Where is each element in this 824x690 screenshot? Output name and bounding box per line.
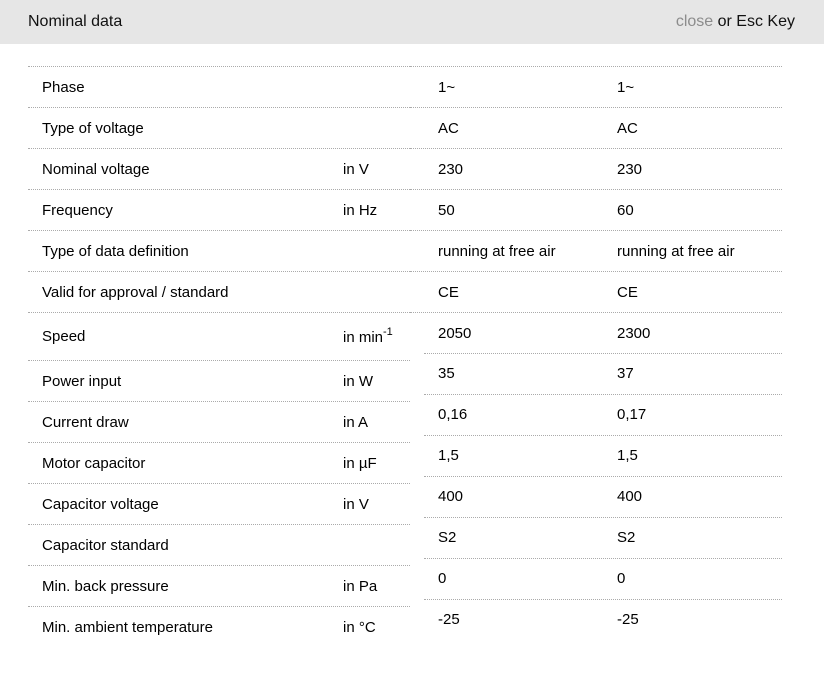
row-label: Current draw xyxy=(42,413,129,431)
modal-header: Nominal data close or Esc Key xyxy=(0,0,824,44)
row-value-2: 2300 xyxy=(617,324,651,342)
table-row: Type of data definition xyxy=(28,230,410,271)
row-value-2: 1~ xyxy=(617,78,635,96)
row-value-1: AC xyxy=(438,119,459,137)
row-label: Power input xyxy=(42,372,122,390)
row-value-2: -25 xyxy=(617,611,639,628)
row-label: Min. ambient temperature xyxy=(42,618,213,636)
row-unit: in µF xyxy=(343,454,377,472)
table-row: 35 37 xyxy=(410,353,782,394)
label-unit-column: Phase Type of voltage Nominal voltage in V F… xyxy=(28,66,410,647)
table-row: CE CE xyxy=(410,271,782,312)
table-row: 50 60 xyxy=(410,189,782,230)
row-value-1: 1,5 xyxy=(438,447,459,464)
row-unit: in Pa xyxy=(343,577,378,595)
row-label: Min. back pressure xyxy=(42,577,169,595)
row-value-1: CE xyxy=(438,283,459,301)
row-unit: in A xyxy=(343,413,369,431)
row-value-2: S2 xyxy=(617,529,636,546)
table-row: 400 400 xyxy=(410,476,782,517)
row-value-2: 37 xyxy=(617,365,634,382)
page-title: Nominal data xyxy=(28,13,123,30)
row-value-2: running at free air xyxy=(617,242,735,260)
row-unit: in W xyxy=(343,372,373,390)
table-row: Nominal voltage in V xyxy=(28,148,410,189)
row-unit: in Hz xyxy=(343,201,378,219)
row-label: Capacitor voltage xyxy=(42,495,159,513)
row-value-1: running at free air xyxy=(438,242,556,260)
row-unit: in °C xyxy=(343,618,376,636)
row-label: Type of voltage xyxy=(42,119,144,137)
row-label: Nominal voltage xyxy=(42,160,150,178)
table-row: Motor capacitor in µF xyxy=(28,442,410,483)
table-row: 1~ 1~ xyxy=(410,66,782,107)
row-value-2: 230 xyxy=(617,160,643,178)
row-label: Frequency xyxy=(42,201,113,219)
row-value-2: CE xyxy=(617,283,638,301)
row-value-1: 400 xyxy=(438,488,464,505)
row-unit: in V xyxy=(343,495,369,513)
close-button[interactable]: close xyxy=(675,13,714,30)
row-value-1: S2 xyxy=(438,529,457,546)
row-value-1: 35 xyxy=(438,365,455,382)
row-value-1: -25 xyxy=(438,611,460,628)
row-label: Motor capacitor xyxy=(42,454,146,472)
table-row: 1,5 1,5 xyxy=(410,435,782,476)
table-row: Type of voltage xyxy=(28,107,410,148)
table-row: -25 -25 xyxy=(410,599,782,640)
row-label: Valid for approval / standard xyxy=(42,283,229,301)
table-row: running at free air running at free air xyxy=(410,230,782,271)
row-value-1: 50 xyxy=(438,201,455,219)
row-unit: in min-1 xyxy=(343,326,393,346)
table-row: 230 230 xyxy=(410,148,782,189)
row-label: Phase xyxy=(42,78,85,96)
table-row: Capacitor voltage in V xyxy=(28,483,410,524)
row-value-1: 0,16 xyxy=(438,406,468,423)
row-label: Type of data definition xyxy=(42,242,189,260)
table-row: Power input in W xyxy=(28,360,410,401)
values-column: 1~ 1~ AC AC 230 230 50 60 running at free air run… xyxy=(410,66,782,640)
table-row: Frequency in Hz xyxy=(28,189,410,230)
row-value-2: AC xyxy=(617,119,638,137)
row-value-1: 230 xyxy=(438,160,464,178)
row-value-2: 400 xyxy=(617,488,643,505)
table-row: Min. ambient temperature in °C xyxy=(28,606,410,647)
row-value-2: 0,17 xyxy=(617,406,647,423)
table-row: AC AC xyxy=(410,107,782,148)
table-row: 0,16 0,17 xyxy=(410,394,782,435)
row-label: Capacitor standard xyxy=(42,536,169,554)
row-value-2: 1,5 xyxy=(617,447,638,464)
nominal-data-table: Phase Type of voltage Nominal voltage in V F… xyxy=(28,66,782,666)
row-value-1: 0 xyxy=(438,570,447,587)
table-row: Min. back pressure in Pa xyxy=(28,565,410,606)
row-label: Speed xyxy=(42,328,86,345)
row-unit: in V xyxy=(343,160,369,178)
table-row: Capacitor standard xyxy=(28,524,410,565)
table-row: Speed in min-1 xyxy=(28,312,410,360)
table-row: Valid for approval / standard xyxy=(28,271,410,312)
table-row: S2 S2 xyxy=(410,517,782,558)
close-hint: close or Esc Key xyxy=(676,13,795,31)
table-row: Phase xyxy=(28,66,410,107)
unit-superscript: -1 xyxy=(383,326,393,338)
row-value-2: 60 xyxy=(617,201,634,219)
row-value-2: 0 xyxy=(617,570,626,587)
esc-key-hint: or Esc Key xyxy=(713,13,795,30)
row-value-1: 2050 xyxy=(438,324,472,342)
table-row: 2050 2300 xyxy=(410,312,782,353)
table-row: Current draw in A xyxy=(28,401,410,442)
row-value-1: 1~ xyxy=(438,78,456,96)
